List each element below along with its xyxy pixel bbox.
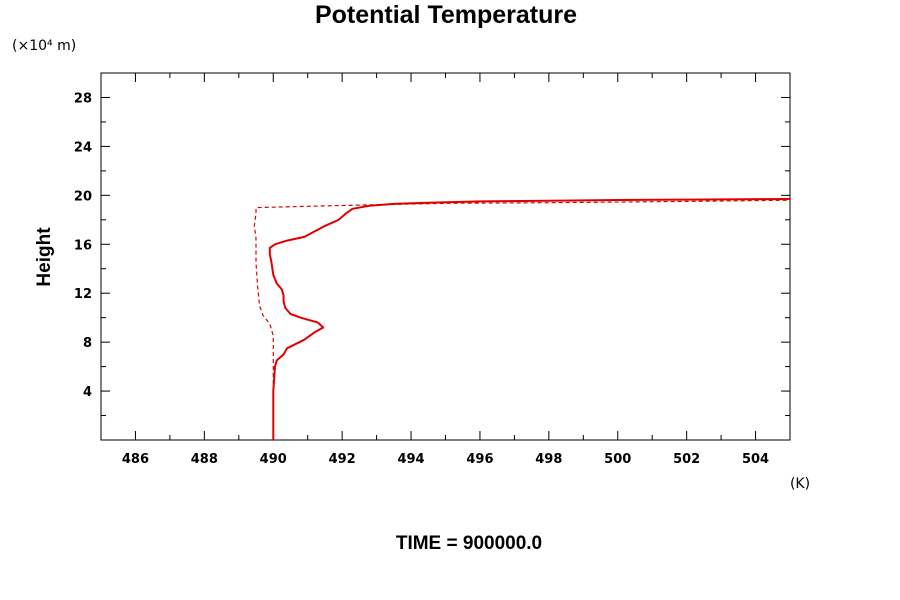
axis-ticks: 486 488 490 492 494 496 498 500 502 504 4 8 12 16 20 24…: [74, 73, 791, 467]
y-tick-label-1: 8: [83, 336, 92, 351]
time-label: TIME = 900000.0: [396, 533, 542, 554]
x-tick-label-3: 492: [329, 452, 356, 467]
y-tick-label-2: 12: [74, 287, 92, 302]
x-tick-label-1: 488: [191, 452, 218, 467]
x-tick-label-8: 502: [673, 452, 700, 467]
series-line-solid: [268, 198, 791, 440]
x-tick-label-2: 490: [260, 452, 287, 467]
y-tick-label-3: 16: [74, 238, 92, 253]
series-group: [253, 198, 791, 440]
series-line-dashed: [253, 199, 791, 440]
x-tick-label-9: 504: [742, 452, 769, 467]
y-tick-label-0: 4: [83, 385, 92, 400]
x-tick-label-7: 500: [604, 452, 631, 467]
y-tick-label-6: 28: [74, 91, 92, 106]
plot-frame: [100, 72, 791, 441]
y-tick-label-4: 20: [74, 189, 92, 204]
y-unit-label: (×10⁴ m): [12, 38, 76, 54]
chart-title: Potential Temperature: [315, 1, 577, 29]
y-axis-label: Height: [34, 227, 55, 287]
y-tick-label-5: 24: [74, 140, 92, 155]
x-tick-label-0: 486: [122, 452, 149, 467]
x-tick-label-4: 494: [397, 452, 424, 467]
x-tick-label-5: 496: [466, 452, 493, 467]
x-unit-label: (K): [790, 476, 810, 492]
x-tick-label-6: 498: [535, 452, 562, 467]
